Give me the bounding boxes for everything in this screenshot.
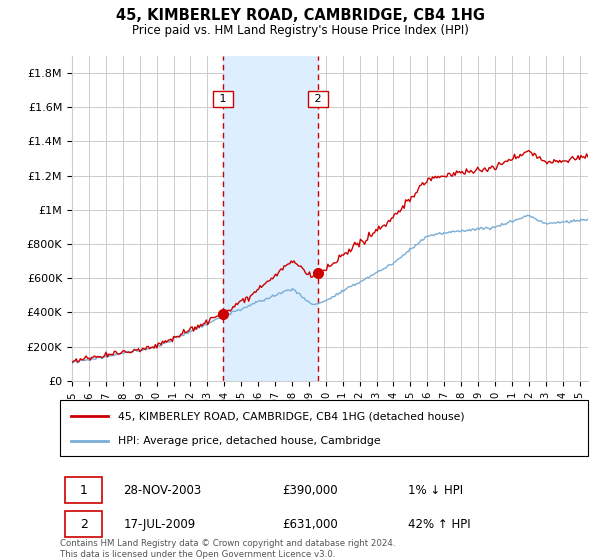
Text: 28-NOV-2003: 28-NOV-2003 bbox=[124, 484, 202, 497]
Text: Contains HM Land Registry data © Crown copyright and database right 2024.
This d: Contains HM Land Registry data © Crown c… bbox=[60, 539, 395, 559]
Text: 2: 2 bbox=[80, 519, 88, 531]
Text: £631,000: £631,000 bbox=[282, 519, 338, 531]
FancyBboxPatch shape bbox=[65, 477, 102, 503]
Text: HPI: Average price, detached house, Cambridge: HPI: Average price, detached house, Camb… bbox=[118, 436, 381, 446]
Text: Price paid vs. HM Land Registry's House Price Index (HPI): Price paid vs. HM Land Registry's House … bbox=[131, 24, 469, 36]
Text: £390,000: £390,000 bbox=[282, 484, 337, 497]
Text: 42% ↑ HPI: 42% ↑ HPI bbox=[409, 519, 471, 531]
Text: 1% ↓ HPI: 1% ↓ HPI bbox=[409, 484, 464, 497]
Text: 2: 2 bbox=[311, 94, 325, 104]
Text: 1: 1 bbox=[216, 94, 230, 104]
Text: 1: 1 bbox=[80, 484, 88, 497]
FancyBboxPatch shape bbox=[65, 511, 102, 537]
Bar bbox=[223, 56, 318, 381]
Text: 45, KIMBERLEY ROAD, CAMBRIDGE, CB4 1HG (detached house): 45, KIMBERLEY ROAD, CAMBRIDGE, CB4 1HG (… bbox=[118, 411, 465, 421]
Text: 17-JUL-2009: 17-JUL-2009 bbox=[124, 519, 196, 531]
Text: 45, KIMBERLEY ROAD, CAMBRIDGE, CB4 1HG: 45, KIMBERLEY ROAD, CAMBRIDGE, CB4 1HG bbox=[115, 8, 485, 24]
